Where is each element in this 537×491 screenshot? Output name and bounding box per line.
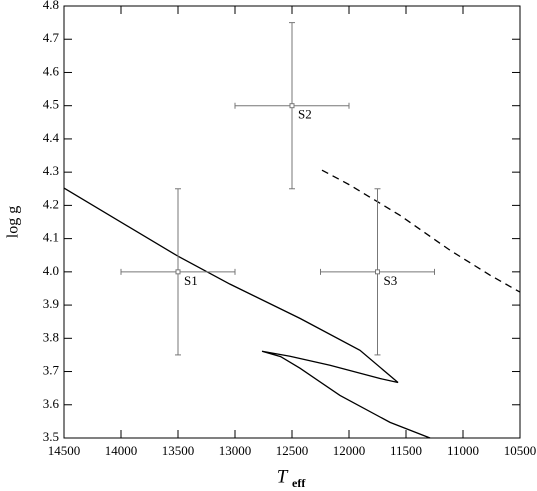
point-label: S1 — [184, 273, 198, 288]
point-marker — [175, 269, 181, 275]
y-tick-label: 4.6 — [43, 63, 60, 78]
y-tick-label: 4.2 — [43, 196, 59, 211]
x-tick-label: 14500 — [48, 443, 81, 458]
track-line — [321, 169, 521, 293]
y-axis-label: log g — [5, 206, 22, 238]
y-tick-label: 3.8 — [43, 329, 59, 344]
y-tick-label: 3.6 — [43, 396, 60, 411]
y-tick-label: 4.8 — [43, 0, 59, 12]
y-tick-label: 3.7 — [43, 363, 60, 378]
x-axis-label-subscript: eff — [292, 476, 306, 490]
x-tick-label: 12500 — [276, 443, 309, 458]
y-tick-label: 4.4 — [43, 130, 60, 145]
x-tick-label: 11500 — [390, 443, 422, 458]
x-tick-label: 10500 — [504, 443, 537, 458]
y-tick-label: 4.7 — [43, 30, 60, 45]
y-tick-label: 3.5 — [43, 429, 59, 444]
point-label: S2 — [298, 107, 312, 122]
x-axis-label: T — [277, 466, 289, 487]
x-tick-label: 14000 — [105, 443, 138, 458]
point-label: S3 — [384, 273, 398, 288]
x-tick-label: 11000 — [447, 443, 479, 458]
x-tick-label: 13000 — [219, 443, 252, 458]
x-tick-label: 13500 — [162, 443, 195, 458]
y-tick-label: 4.1 — [43, 230, 59, 245]
point-marker — [289, 103, 295, 109]
x-tick-label: 12000 — [333, 443, 366, 458]
point-marker — [375, 269, 380, 275]
y-tick-label: 4.0 — [43, 263, 59, 278]
track-line — [63, 187, 431, 439]
y-tick-label: 4.5 — [43, 97, 59, 112]
y-tick-label: 4.3 — [43, 163, 59, 178]
y-tick-label: 3.9 — [43, 296, 59, 311]
